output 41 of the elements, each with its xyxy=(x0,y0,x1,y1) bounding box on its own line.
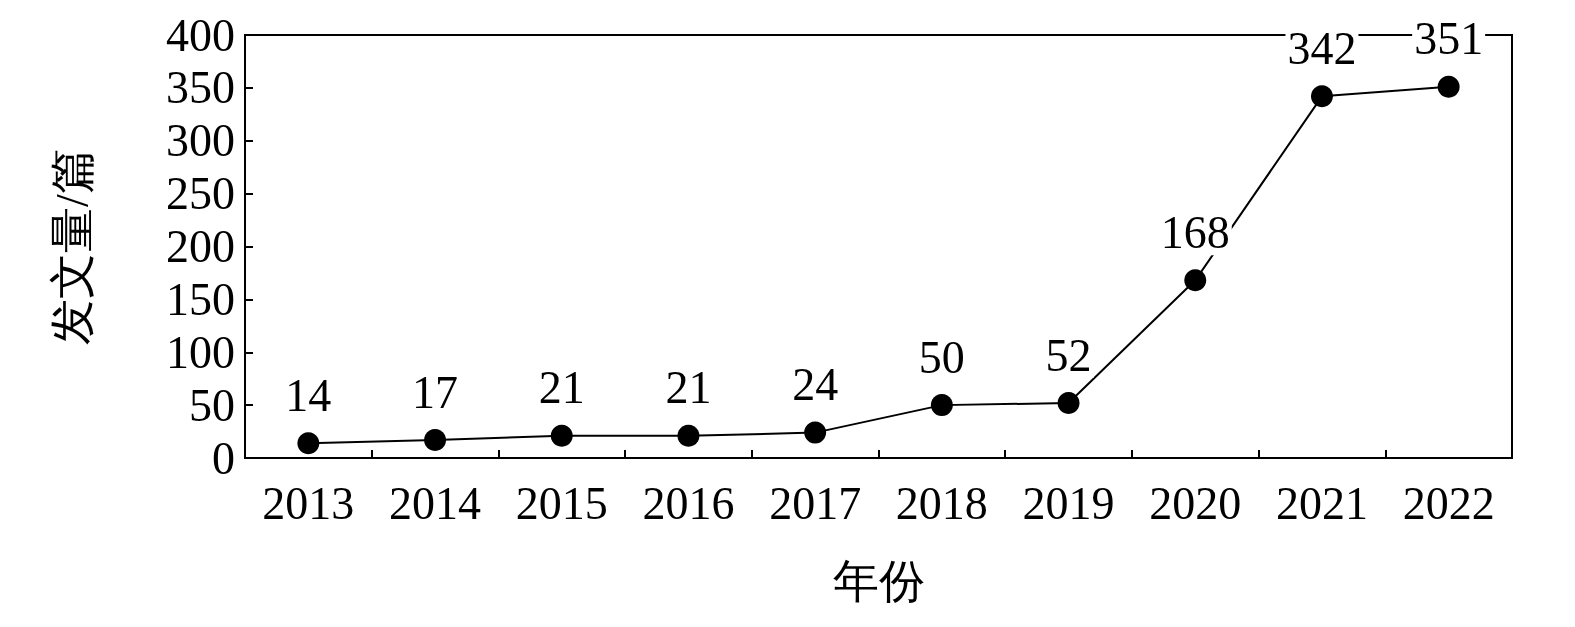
data-label: 21 xyxy=(538,362,585,414)
y-tick-label: 250 xyxy=(166,168,235,220)
x-tick-label: 2021 xyxy=(1275,477,1368,529)
data-label: 21 xyxy=(665,362,712,414)
data-label: 50 xyxy=(918,331,965,383)
data-label: 52 xyxy=(1045,329,1092,381)
y-tick-label: 100 xyxy=(166,326,235,378)
x-tick-label: 2015 xyxy=(515,477,608,529)
y-tick-label: 300 xyxy=(166,115,235,167)
y-tick-label: 400 xyxy=(166,9,235,61)
point xyxy=(930,394,953,417)
x-tick-label: 2018 xyxy=(895,477,988,529)
y-tick-label: 150 xyxy=(166,273,235,325)
point xyxy=(1437,75,1460,98)
y-tick-label: 0 xyxy=(212,432,235,484)
point xyxy=(677,424,700,447)
data-label: 351 xyxy=(1414,13,1484,65)
point xyxy=(1057,392,1080,414)
data-label: 24 xyxy=(792,359,839,411)
point xyxy=(550,424,573,447)
x-tick-label: 2013 xyxy=(262,477,355,529)
point xyxy=(804,421,827,444)
data-label: 14 xyxy=(285,369,332,421)
point xyxy=(297,432,320,455)
x-tick-label: 2014 xyxy=(389,477,482,529)
data-label: 17 xyxy=(412,366,459,418)
x-tick-label: 2016 xyxy=(642,477,735,529)
y-tick-label: 200 xyxy=(166,221,235,272)
y-tick-label: 50 xyxy=(189,379,235,431)
y-tick-label: 350 xyxy=(166,62,235,114)
x-axis-title: 年份 xyxy=(832,555,925,607)
x-tick-label: 2019 xyxy=(1022,477,1115,529)
point xyxy=(424,429,447,452)
x-tick-label: 2017 xyxy=(769,477,862,529)
point xyxy=(1184,269,1207,292)
point xyxy=(1310,85,1333,108)
data-label: 168 xyxy=(1160,206,1230,258)
x-tick-label: 2022 xyxy=(1402,477,1495,529)
data-label: 342 xyxy=(1287,22,1357,74)
x-tick-label: 2020 xyxy=(1149,477,1242,529)
y-axis-title: 发文量/篇 xyxy=(46,148,98,345)
